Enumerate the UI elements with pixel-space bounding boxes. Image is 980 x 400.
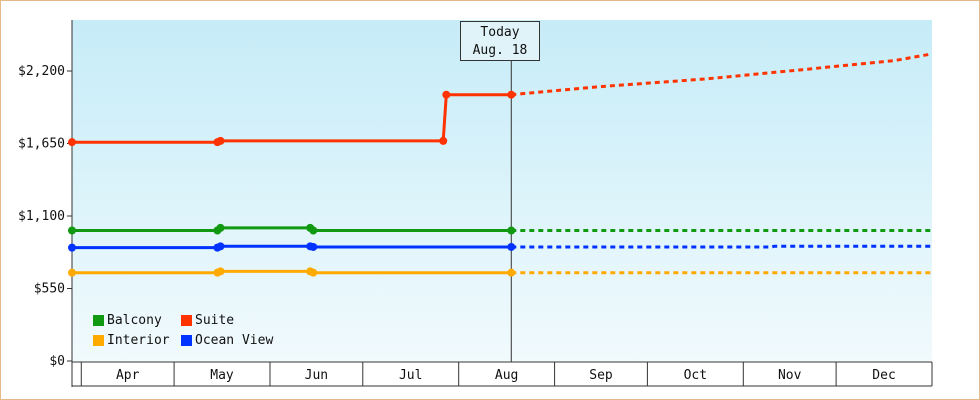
x-tick-label: Aug	[495, 368, 518, 383]
legend-swatch-ocean-view	[181, 334, 192, 346]
legend-swatch-interior	[93, 334, 104, 346]
x-tick-label: Jul	[399, 368, 422, 383]
legend-item-ocean-view: Ocean View	[181, 332, 291, 348]
x-tick-label: Jun	[305, 368, 328, 383]
data-point-balcony	[68, 226, 76, 235]
y-tick-label: $1,650	[18, 137, 65, 152]
data-point-suite	[68, 138, 76, 147]
data-point-interior	[507, 268, 516, 277]
y-tick-label: $550	[34, 282, 65, 297]
x-tick-label: Oct	[684, 368, 707, 383]
data-point-balcony	[507, 226, 516, 235]
series-line-balcony	[72, 226, 512, 232]
y-tick-label: $0	[49, 354, 65, 369]
today-marker-label: Today Aug. 18	[460, 21, 540, 61]
series-line-interior	[72, 269, 512, 275]
y-tick-label: $1,100	[18, 209, 65, 224]
data-point-interior	[216, 267, 225, 276]
data-point-suite	[507, 90, 516, 99]
legend-swatch-suite	[181, 314, 192, 326]
today-label: Today	[480, 25, 520, 40]
data-point-ocean-view	[309, 242, 318, 251]
chart-legend: Balcony Suite Interior Ocean View	[93, 312, 291, 348]
legend-swatch-balcony	[93, 314, 104, 326]
data-point-suite	[216, 136, 225, 145]
data-point-ocean-view	[216, 242, 225, 251]
x-tick-label: Sep	[589, 368, 613, 383]
data-point-ocean-view	[507, 242, 516, 251]
data-point-balcony	[216, 223, 225, 232]
series-line-ocean-view	[72, 244, 512, 250]
series-line-suite	[72, 93, 512, 144]
data-point-suite	[439, 136, 448, 145]
data-point-interior	[309, 268, 318, 277]
legend-item-balcony: Balcony	[93, 312, 181, 328]
today-date: Aug. 18	[472, 43, 528, 58]
data-point-suite	[442, 90, 451, 99]
legend-item-interior: Interior	[93, 332, 181, 348]
x-tick-label: Nov	[778, 368, 802, 383]
plot-background	[72, 20, 932, 361]
x-tick-label: Dec	[872, 368, 895, 383]
series-forecast-ocean-view	[511, 244, 932, 249]
legend-item-suite: Suite	[181, 312, 291, 328]
data-point-ocean-view	[68, 243, 76, 252]
x-tick-label: May	[210, 368, 234, 383]
series-forecast-suite	[511, 52, 933, 97]
x-tick-label: Apr	[116, 368, 140, 383]
legend-label-ocean-view: Ocean View	[195, 332, 274, 348]
data-point-balcony	[309, 226, 318, 235]
legend-label-interior: Interior	[107, 332, 170, 348]
legend-label-balcony: Balcony	[107, 312, 162, 328]
y-tick-label: $2,200	[18, 64, 65, 79]
data-point-interior	[68, 268, 76, 277]
legend-label-suite: Suite	[195, 312, 235, 328]
